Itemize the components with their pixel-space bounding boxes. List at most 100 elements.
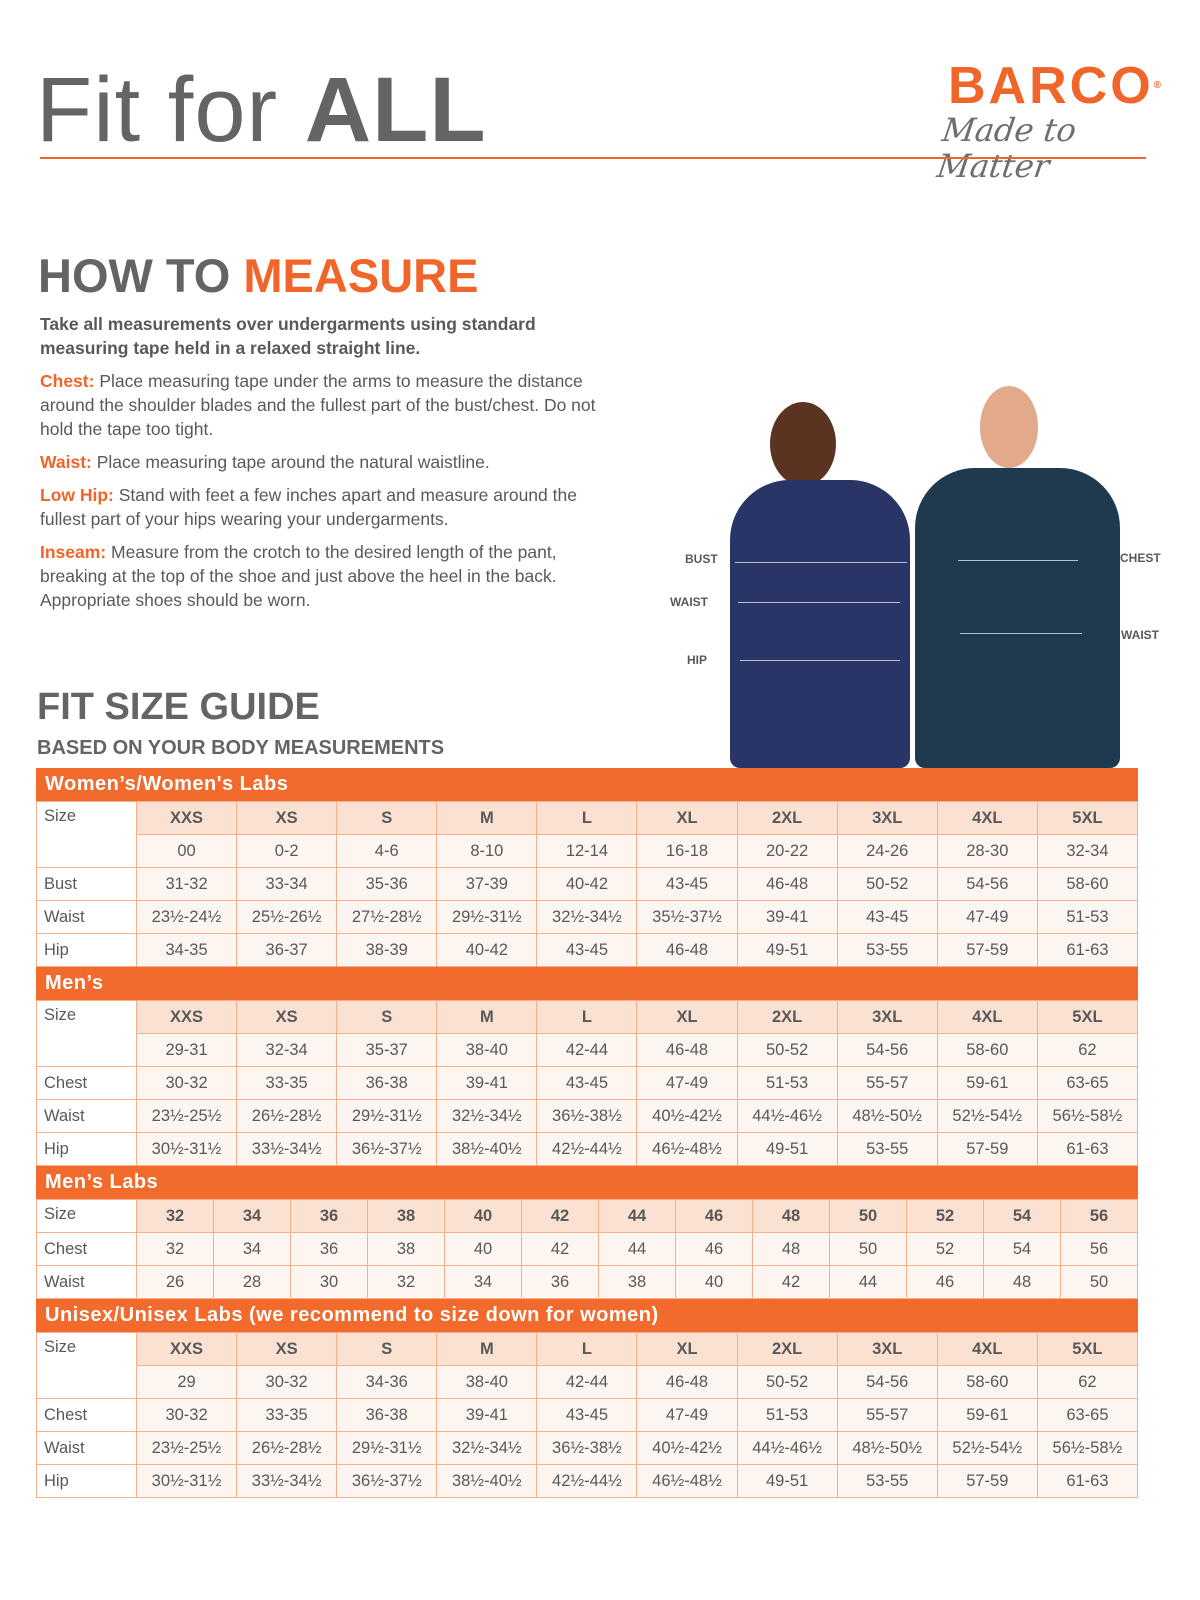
measurement-cell: 29½-31½	[336, 1431, 438, 1465]
measurement-cell: 29½-31½	[436, 900, 538, 934]
measurement-cell: 32½-34½	[436, 1431, 538, 1465]
measurement-cell: 34-35	[135, 933, 238, 967]
size-header-cell: 4XL	[936, 1000, 1038, 1034]
instruction-waist: Waist: Place measuring tape around the n…	[40, 450, 610, 474]
measurement-cell: 48	[983, 1265, 1061, 1299]
measurement-cell: 57-59	[936, 933, 1038, 967]
instruction-label: Waist:	[40, 452, 92, 472]
measurement-cell: 46-48	[736, 867, 838, 901]
size-table: Size 32 34 36 38 40 42 44 46 48 50 52 54 56 Chest 32 34 3…	[36, 1199, 1138, 1299]
header-divider	[40, 157, 1146, 159]
measurement-cell: 33½-34½	[236, 1132, 338, 1166]
size-header-cell: 40	[444, 1199, 522, 1233]
size-header-cell: XS	[236, 1332, 338, 1366]
measurement-cell: 36½-38½	[536, 1099, 638, 1133]
measurement-cell: 42½-44½	[536, 1464, 638, 1498]
measurement-cell: 53-55	[836, 1132, 938, 1166]
numeric-size-cell: 42-44	[536, 1365, 638, 1399]
measurement-cell: 31-32	[135, 867, 238, 901]
measurement-cell: 36-38	[336, 1066, 438, 1100]
measurement-cell: 30-32	[135, 1398, 238, 1432]
numeric-size-cell: 54-56	[836, 1365, 938, 1399]
measurement-cell: 46½-48½	[636, 1132, 738, 1166]
heading-part-b: MEASURE	[243, 249, 479, 302]
measurement-cell: 42	[752, 1265, 830, 1299]
size-header-cell: 2XL	[736, 801, 838, 835]
size-header-cell: XS	[236, 1000, 338, 1034]
measurement-cell: 40	[675, 1265, 753, 1299]
measurement-cell: 40½-42½	[636, 1099, 738, 1133]
logo-tagline: Made to Matter	[934, 111, 1079, 185]
measurement-cell: 53-55	[836, 933, 938, 967]
numeric-size-cell: 46-48	[636, 1365, 738, 1399]
measurement-row: Chest 32 34 36 38 40 42 44 46 48 50 52 54 56	[36, 1232, 1138, 1266]
measurement-cell: 40-42	[536, 867, 638, 901]
measurement-cell: 40	[444, 1232, 522, 1266]
measurement-row: Waist 23½-25½ 26½-28½ 29½-31½ 32½-34½ 36½-38½…	[36, 1431, 1139, 1465]
size-header-cell: 34	[213, 1199, 291, 1233]
measurement-cell: 38	[598, 1265, 676, 1299]
measurement-cell: 56½-58½	[1036, 1431, 1139, 1465]
measurement-cell: 23½-25½	[135, 1431, 238, 1465]
measurement-cell: 43-45	[536, 1066, 638, 1100]
measurement-cell: 25½-26½	[236, 900, 338, 934]
measurement-cell: 63-65	[1036, 1398, 1139, 1432]
measurement-cell: 26	[136, 1265, 214, 1299]
size-header-cell: XXS	[135, 1332, 238, 1366]
size-row: Size XXS XS S M L XL 2XL 3XL 4XL 5XL	[36, 1332, 1139, 1399]
chest-label: CHEST	[1120, 551, 1161, 565]
numeric-size-cell: 16-18	[636, 834, 738, 868]
numeric-size-cell: 8-10	[436, 834, 538, 868]
size-header-cell: 2XL	[736, 1000, 838, 1034]
measurement-cell: 43-45	[836, 900, 938, 934]
measurement-cell: 39-41	[436, 1398, 538, 1432]
instruction-chest: Chest: Place measuring tape under the ar…	[40, 369, 610, 441]
fit-size-guide-heading: FIT SIZE GUIDE	[37, 686, 320, 728]
numeric-size-cell: 62	[1036, 1033, 1139, 1067]
instruction-hip: Low Hip: Stand with feet a few inches ap…	[40, 483, 610, 531]
size-header-cell: 32	[136, 1199, 214, 1233]
size-header-cell: 56	[1060, 1199, 1138, 1233]
measurement-cell: 29½-31½	[336, 1099, 438, 1133]
waist-label-women: WAIST	[670, 595, 708, 609]
measurement-cell: 56	[1060, 1232, 1138, 1266]
numeric-size-cell: 32-34	[1036, 834, 1139, 868]
numeric-size-cell: 24-26	[836, 834, 938, 868]
size-header-cell: 3XL	[836, 1000, 938, 1034]
size-header-cell: 52	[906, 1199, 984, 1233]
measurement-cell: 34	[213, 1232, 291, 1266]
measurement-cell: 33-35	[236, 1066, 338, 1100]
measurement-cell: 46½-48½	[636, 1464, 738, 1498]
measurement-cell: 46	[906, 1265, 984, 1299]
heading-part-a: HOW TO	[38, 249, 231, 302]
numeric-size-cell: 62	[1036, 1365, 1139, 1399]
measurement-cell: 52½-54½	[936, 1099, 1038, 1133]
numeric-size-cell: 12-14	[536, 834, 638, 868]
row-label: Waist	[36, 1265, 137, 1299]
measurement-cell: 32½-34½	[536, 900, 638, 934]
size-header-cell: XL	[636, 1000, 738, 1034]
row-label: Chest	[36, 1398, 137, 1432]
measurement-cell: 30½-31½	[135, 1464, 238, 1498]
measurement-row: Chest 30-32 33-35 36-38 39-41 43-45 47-49 51-53…	[36, 1066, 1139, 1100]
measurement-cell: 32	[367, 1265, 445, 1299]
size-header-cell: 48	[752, 1199, 830, 1233]
measurement-cell: 49-51	[736, 1464, 838, 1498]
measurement-cell: 47-49	[636, 1066, 738, 1100]
size-header-cell: 5XL	[1036, 1332, 1139, 1366]
fit-size-guide-subtitle: BASED ON YOUR BODY MEASUREMENTS	[37, 737, 445, 759]
how-to-measure-heading: HOW TO MEASURE	[38, 248, 478, 303]
numeric-size-cell: 30-32	[236, 1365, 338, 1399]
barco-logo: BARCO® Made to Matter	[935, 60, 1163, 185]
bust-line	[735, 562, 907, 563]
measurement-cell: 61-63	[1036, 1464, 1139, 1498]
size-header-cell: 38	[367, 1199, 445, 1233]
measurement-cell: 23½-24½	[135, 900, 238, 934]
chest-line	[958, 560, 1078, 561]
measurement-cell: 40½-42½	[636, 1431, 738, 1465]
measurement-cell: 23½-25½	[135, 1099, 238, 1133]
measurement-cell: 33½-34½	[236, 1464, 338, 1498]
row-label: Size	[36, 1000, 137, 1067]
measurement-cell: 59-61	[936, 1398, 1038, 1432]
measurement-cell: 36½-37½	[336, 1464, 438, 1498]
